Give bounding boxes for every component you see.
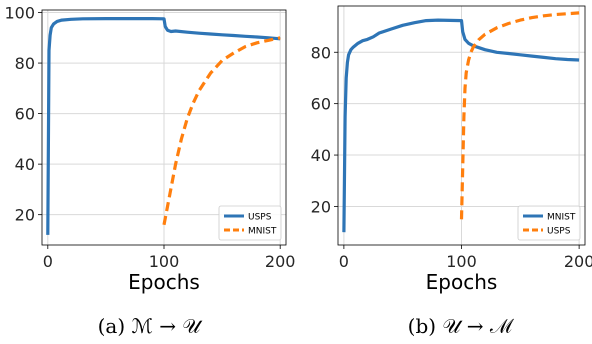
x-tick-label: 200 bbox=[265, 252, 296, 271]
x-tick-label: 0 bbox=[43, 252, 53, 271]
x-tick-label: 200 bbox=[564, 252, 592, 271]
legend: MNIST USPS bbox=[517, 205, 581, 241]
series-line-mnist bbox=[162, 36, 281, 226]
y-tick-label: 100 bbox=[4, 4, 35, 23]
y-tick-label: 20 bbox=[15, 206, 35, 225]
x-tick-label: 100 bbox=[149, 252, 180, 271]
chart-panel-b: 0 100 200 20 40 60 80 Epochs MNIST USPS (b) 𝒰 → ℳ bbox=[311, 5, 592, 338]
y-tick-label: 60 bbox=[311, 95, 331, 114]
y-tick-label: 40 bbox=[15, 155, 35, 174]
legend-label-mnist: MNIST bbox=[547, 213, 576, 223]
caption-a: (a) ℳ → 𝒰 bbox=[98, 314, 204, 338]
series-line-usps bbox=[46, 17, 281, 235]
caption-b: (b) 𝒰 → ℳ bbox=[408, 314, 515, 338]
y-tick-label: 80 bbox=[311, 43, 331, 62]
x-tick-label: 0 bbox=[339, 252, 349, 271]
y-tick-label: 60 bbox=[15, 105, 35, 124]
y-tick-label: 80 bbox=[15, 54, 35, 73]
legend-label-usps: USPS bbox=[547, 227, 571, 237]
x-axis-label: Epochs bbox=[128, 270, 200, 294]
series-line-mnist bbox=[342, 18, 580, 233]
x-axis-label: Epochs bbox=[426, 270, 498, 294]
series-line-usps bbox=[459, 11, 580, 220]
legend: USPS MNIST bbox=[218, 205, 282, 241]
x-tick-label: 100 bbox=[446, 252, 477, 271]
y-tick-label: 20 bbox=[311, 197, 331, 216]
legend-label-usps: USPS bbox=[248, 213, 272, 223]
y-tick-label: 40 bbox=[311, 146, 331, 165]
legend-label-mnist: MNIST bbox=[248, 227, 277, 237]
